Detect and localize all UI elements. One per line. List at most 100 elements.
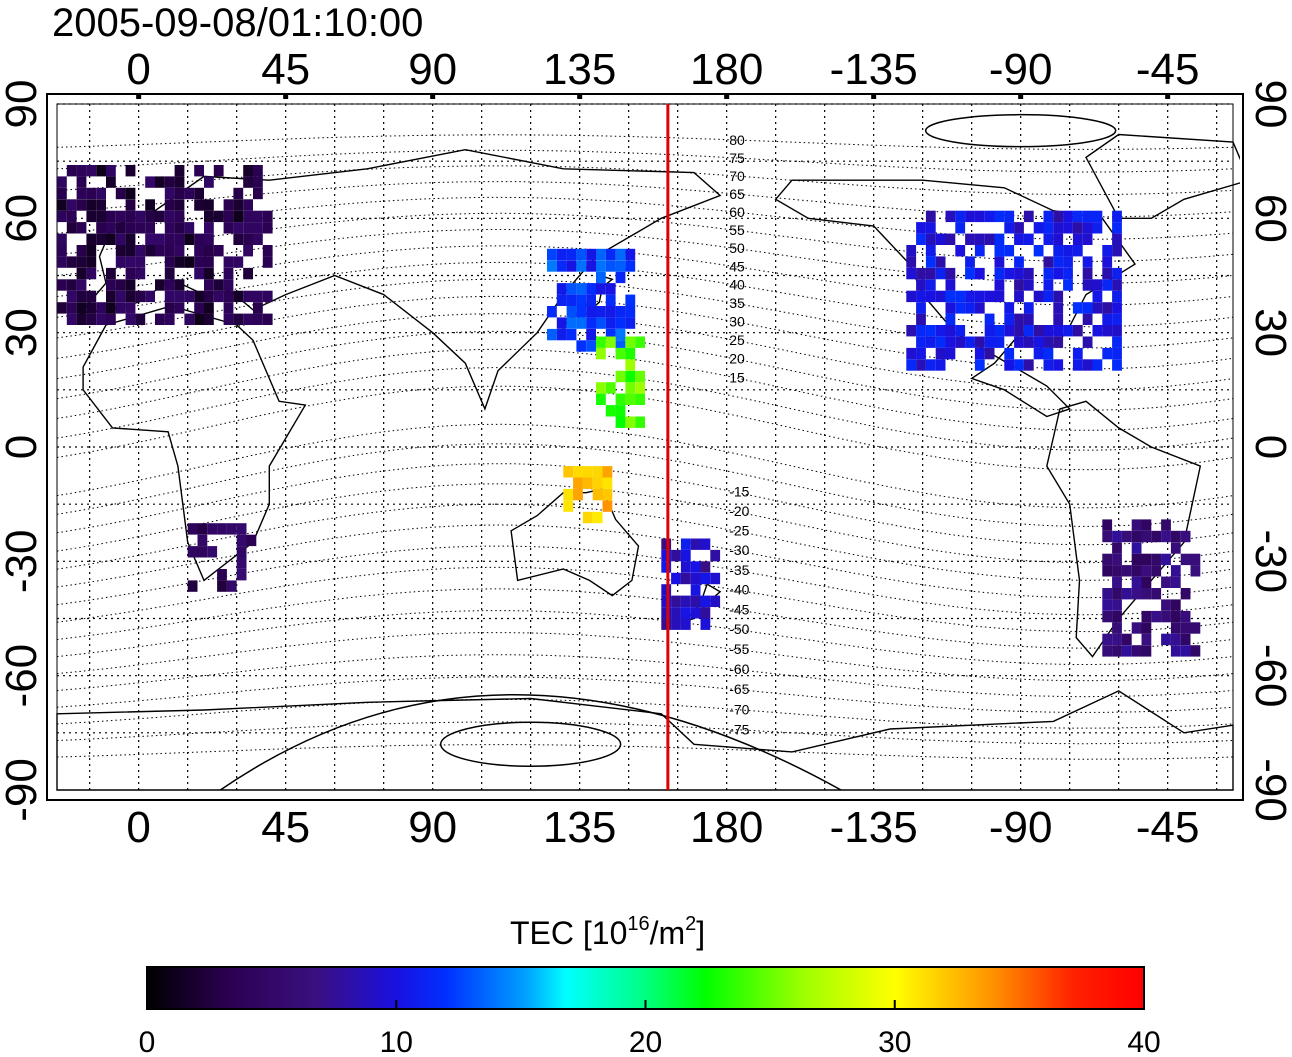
tec-cell xyxy=(615,416,626,428)
tec-cell xyxy=(1102,519,1113,531)
tec-cell xyxy=(1151,553,1162,566)
y-axis-left: 90 60 30 0 -30 -60 -90 xyxy=(0,80,46,822)
tec-cell xyxy=(184,187,195,200)
tec-cell xyxy=(916,325,926,337)
tec-cell xyxy=(592,477,603,489)
tec-cell xyxy=(1102,267,1113,280)
tec-cell xyxy=(700,561,711,573)
tec-cell xyxy=(96,313,106,325)
tec-cell xyxy=(106,267,116,280)
tec-cell xyxy=(573,488,583,501)
tec-cell xyxy=(1082,313,1093,325)
contour-label: 15 xyxy=(729,369,745,385)
colorbar-tick-label: 30 xyxy=(878,1026,911,1057)
tec-cell xyxy=(262,210,273,223)
tec-cell xyxy=(243,176,253,188)
tec-cell xyxy=(233,290,244,303)
magnetic-contour xyxy=(56,423,1234,509)
x-tick-label-bottom: 0 xyxy=(126,803,150,852)
tec-cell xyxy=(1082,359,1093,371)
tec-cell xyxy=(994,336,1005,348)
tec-cell xyxy=(66,313,77,325)
tec-cell xyxy=(1072,210,1083,223)
tec-cell xyxy=(1043,210,1054,223)
x-tick-label-bottom: -90 xyxy=(989,803,1053,852)
tec-cell xyxy=(145,233,155,245)
tec-cell xyxy=(194,165,204,177)
tec-cell xyxy=(1063,222,1073,234)
tec-cell xyxy=(625,336,636,348)
tec-cell xyxy=(945,233,956,245)
contour-label: 20 xyxy=(729,351,745,367)
tec-cell xyxy=(615,347,626,360)
tec-cell xyxy=(243,245,253,257)
tec-cell xyxy=(1033,336,1044,348)
tec-cell xyxy=(547,328,557,341)
magnetic-contour xyxy=(56,588,1234,649)
tec-cell xyxy=(974,267,985,280)
tec-cell xyxy=(635,336,645,348)
tec-cell xyxy=(690,607,701,619)
tec-cell xyxy=(916,267,926,280)
tec-cell xyxy=(994,279,1005,291)
tec-cell xyxy=(1014,222,1024,234)
tec-cell xyxy=(605,336,616,348)
magnetic-contour xyxy=(56,463,1234,546)
tec-cell xyxy=(576,248,587,261)
magnetic-contour xyxy=(56,524,1234,599)
tec-cell xyxy=(86,302,97,314)
tec-cell xyxy=(236,523,247,535)
tec-cell xyxy=(625,294,636,306)
tec-cell xyxy=(965,256,975,268)
tec-cell xyxy=(582,511,593,524)
tec-cell xyxy=(1102,588,1113,600)
tec-cell xyxy=(1121,530,1132,543)
tec-cell xyxy=(547,248,557,261)
tec-cell xyxy=(1102,256,1113,268)
tec-cell xyxy=(96,165,106,177)
tec-cell xyxy=(1102,313,1113,325)
tec-cell xyxy=(253,233,263,245)
y-tick-label-left: -30 xyxy=(0,530,46,594)
colorbar-ticks: 0 10 20 30 40 xyxy=(139,1000,1161,1057)
tec-cell xyxy=(965,210,975,223)
tec-cell xyxy=(1190,565,1201,577)
tec-cell xyxy=(615,248,626,261)
tec-cell xyxy=(1072,302,1083,314)
tec-cell xyxy=(204,245,214,257)
tec-cell xyxy=(1053,336,1064,348)
tec-cell xyxy=(556,260,567,272)
tec-cell xyxy=(605,317,616,329)
tec-cell xyxy=(925,256,936,268)
tec-cell xyxy=(145,176,155,188)
tec-cell xyxy=(1190,645,1201,657)
tec-cell xyxy=(586,294,596,306)
magnetic-contour xyxy=(56,566,1234,633)
tec-cell xyxy=(596,248,606,261)
tec-cell xyxy=(1170,565,1181,577)
tec-cell xyxy=(1014,336,1024,348)
tec-cell xyxy=(566,328,577,341)
tec-cell xyxy=(96,187,106,200)
tec-cell xyxy=(661,618,672,630)
tec-cell xyxy=(596,393,606,405)
tec-cell xyxy=(671,618,681,630)
tec-cell xyxy=(1112,336,1122,348)
tec-cell xyxy=(615,405,626,417)
tec-cell xyxy=(566,306,577,318)
tec-cell xyxy=(66,165,77,177)
tec-cell xyxy=(690,572,701,585)
tec-cell xyxy=(86,313,97,325)
tec-cell xyxy=(974,302,985,314)
tec-cell xyxy=(217,569,227,581)
y-tick-label-left: 0 xyxy=(0,435,46,459)
tec-cell xyxy=(994,210,1005,223)
tec-cell xyxy=(57,302,67,314)
tec-cell xyxy=(965,233,975,245)
tec-cell xyxy=(223,302,234,314)
tec-cell xyxy=(115,279,126,291)
tec-cell xyxy=(1151,610,1162,623)
tec-cell xyxy=(1102,325,1113,337)
tec-cell xyxy=(204,290,214,303)
